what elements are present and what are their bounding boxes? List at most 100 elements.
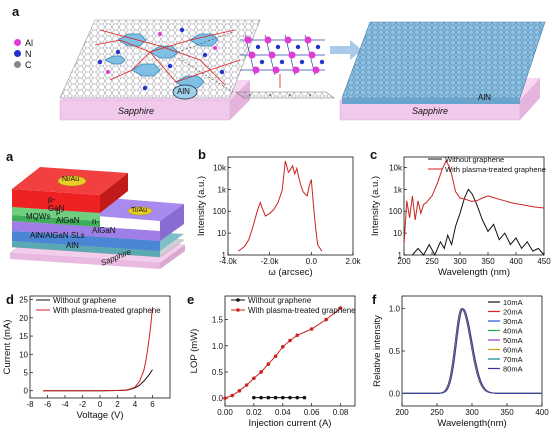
x-tick-label: 0.08 (333, 408, 349, 417)
panel-c-label: c (370, 147, 378, 162)
atom-legend: Al N C (14, 38, 33, 71)
data-point (324, 317, 328, 322)
legend-label: 60mA (503, 346, 523, 355)
contact-side-label: Ti/Au (131, 207, 148, 214)
x-axis-label: Voltage (V) (77, 410, 124, 421)
data-point (295, 395, 300, 400)
series-line (224, 307, 341, 399)
x-axis-label: ω (arcsec) (268, 267, 312, 278)
y-tick-label: 5 (24, 369, 29, 378)
right-sapphire-label: Sapphire (412, 106, 449, 116)
data-point (244, 383, 249, 387)
data-point (273, 354, 278, 359)
legend-label: With plasma-treated graphene (445, 165, 546, 174)
legend-label: Without graphene (53, 296, 117, 305)
legend-marker (236, 298, 240, 302)
legend-label: 80mA (503, 365, 523, 374)
data-point (280, 395, 285, 400)
legend-label: Without graphene (248, 296, 312, 305)
data-point (252, 376, 256, 381)
x-tick-label: 250 (430, 408, 444, 417)
series-line (43, 306, 153, 392)
legend-label: With plasma-treated graphene (53, 306, 161, 315)
x-tick-label: 6 (150, 400, 155, 409)
y-tick-label: 10 (19, 350, 28, 359)
layer-aln: AlN (66, 241, 79, 250)
legend-marker (236, 308, 240, 312)
panel-f: f 200 250 300 350 400 0.0 0.5 1.0 Wavelength(nm)… (370, 292, 553, 439)
plot-frame (403, 156, 545, 256)
y-tick-label: 1 (398, 251, 403, 260)
x-tick-label: 400 (509, 257, 523, 266)
data-point (273, 395, 278, 400)
y-axis-label: Intensity (a.u.) (370, 176, 381, 236)
layer-palgan: p-AlGaN (56, 207, 80, 225)
island-aln-label: AlN (177, 87, 190, 96)
x-tick-label: 4 (133, 400, 138, 409)
y-tick-label: 100 (389, 207, 403, 216)
legend-label: 40mA (503, 327, 523, 336)
x-tick-label: -4.0k (219, 257, 238, 266)
panel-b: b -4.0k -2.0k 0.0 2.0k 1 10 100 1k 10k ω (arcsec)… (190, 145, 365, 280)
series-line (238, 160, 323, 252)
y-tick-label: 1.0 (389, 305, 401, 314)
y-tick-label: 0.0 (389, 389, 401, 398)
legend-label: 50mA (503, 336, 523, 345)
legend-label: With plasma-treated graphene (248, 306, 356, 315)
chart-d: -8 -6 -4 -2 0 2 4 6 0 5 10 15 20 25 Voltage (V) Current… (2, 295, 171, 421)
panel-f-label: f (372, 292, 377, 307)
device-svg (9, 167, 186, 269)
x-axis-label: Wavelength (nm) (438, 267, 510, 278)
panel-c: c 200 250 300 350 400 450 1 10 100 1k 10k Wavelengt… (368, 145, 553, 280)
x-axis-label: Wavelength(nm) (437, 418, 506, 429)
data-point (237, 389, 242, 393)
device-panel-label: a (6, 149, 14, 164)
x-tick-label: 250 (425, 257, 439, 266)
process-arrow (330, 40, 362, 60)
legend-n: N (14, 49, 33, 60)
chart-e: 0.00 0.02 0.04 0.06 0.08 0.0 0.5 1.0 1.5 Injectio… (189, 295, 356, 429)
y-tick-label: 10 (393, 229, 402, 238)
chart-f: 200 250 300 350 400 0.0 0.5 1.0 Wavelength(nm) Re… (372, 295, 549, 429)
x-tick-label: 2 (115, 400, 120, 409)
data-point (288, 395, 292, 400)
y-tick-label: 10k (389, 163, 403, 172)
legend-al: Al (14, 38, 33, 49)
y-tick-label: 1.0 (212, 342, 224, 351)
y-tick-label: 15 (19, 332, 28, 341)
y-tick-label: 10k (213, 163, 227, 172)
data-point (288, 338, 292, 343)
legend-label: 30mA (503, 317, 523, 326)
series-line (412, 188, 545, 257)
y-tick-label: 1.5 (212, 316, 224, 325)
layer-sls: AlN/AlGaN SLs (30, 231, 85, 240)
contact-top-label: Ni/Au (62, 176, 80, 183)
x-tick-label: 350 (481, 257, 495, 266)
data-point (230, 393, 235, 398)
y-axis-label: Intensity (a.u.) (196, 176, 207, 236)
x-tick-label: -6 (44, 400, 52, 409)
data-point (259, 370, 263, 374)
x-tick-label: 350 (500, 408, 514, 417)
legend-c: C (14, 60, 33, 71)
legend-label: 20mA (503, 308, 523, 317)
data-point (266, 395, 271, 400)
x-tick-label: 0.06 (304, 408, 320, 417)
x-tick-label: 200 (395, 408, 409, 417)
crystal-structure (235, 34, 335, 99)
x-tick-label: 0.00 (217, 408, 233, 417)
data-point (252, 395, 256, 400)
aln-oval (172, 84, 198, 100)
panel-e-label: e (187, 292, 195, 307)
x-tick-label: 450 (537, 257, 551, 266)
layer-nalgan: n-AlGaN (92, 217, 116, 235)
y-axis-label: Current (mA) (2, 320, 13, 375)
legend-label: 10mA (503, 298, 523, 307)
panel-e: e 0.00 0.02 0.04 0.06 0.08 0.0 0.5 1.0 1.5 Inject… (185, 292, 365, 439)
data-point (302, 395, 307, 400)
x-tick-label: 0.0 (306, 257, 318, 266)
top-schematic: a (0, 0, 553, 140)
x-tick-label: -2.0k (261, 257, 280, 266)
legend-label: Without graphene (445, 155, 504, 164)
left-sapphire-label: Sapphire (118, 106, 155, 116)
